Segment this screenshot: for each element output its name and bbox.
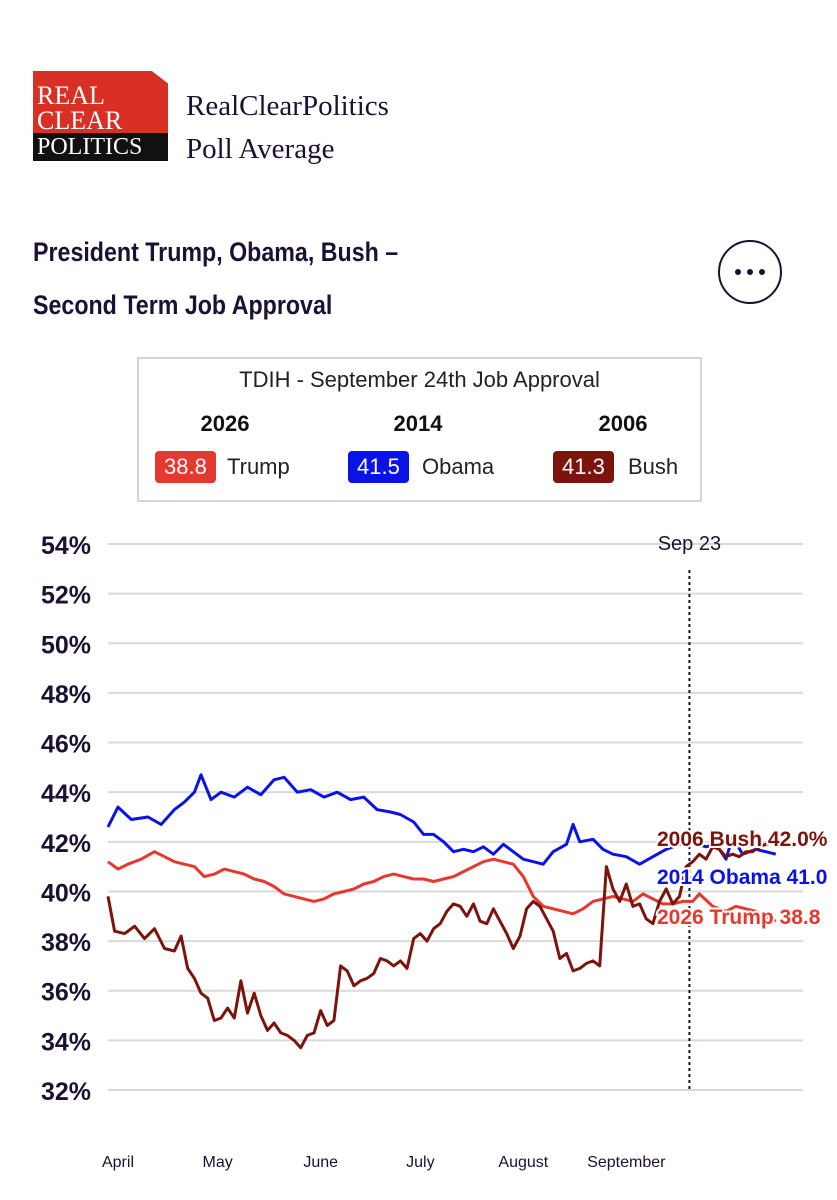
series-line-bush: [106, 840, 777, 1050]
x-tick-label: August: [498, 1154, 548, 1171]
y-tick-label: 54%: [41, 532, 91, 560]
more-dot-icon: [759, 269, 765, 275]
x-tick-label: September: [587, 1154, 666, 1171]
logo-red-block: [33, 71, 168, 133]
tdih-name: Bush: [628, 454, 679, 479]
tdih-value-badge: 41.3: [553, 451, 614, 483]
y-tick-label: 40%: [41, 879, 91, 907]
series-line-obama: [106, 773, 777, 866]
series-end-label-obama: 2014 Obama 41.0: [657, 866, 827, 889]
x-tick-label: April: [102, 1154, 134, 1171]
series-end-label-bush: 2006 Bush 42.0%: [657, 828, 828, 851]
rcp-logo: REAL CLEAR POLITICS: [33, 71, 168, 161]
tdih-name: Obama: [422, 454, 495, 479]
tdih-value-badge: 41.5: [348, 451, 409, 483]
y-tick-label: 52%: [41, 582, 91, 610]
y-tick-label: 50%: [41, 631, 91, 659]
logo-text-line-1: REAL: [37, 81, 105, 110]
y-tick-label: 32%: [41, 1078, 91, 1106]
x-tick-label: June: [303, 1154, 338, 1171]
chart-title-line-2: Second Term Job Approval: [33, 290, 333, 320]
x-tick-label: July: [406, 1154, 434, 1171]
chart-title-line-1: President Trump, Obama, Bush –: [33, 237, 399, 267]
y-tick-label: 34%: [41, 1028, 91, 1056]
more-dot-icon: [735, 269, 741, 275]
tdih-title: TDIH - September 24th Job Approval: [239, 367, 600, 392]
series-line-trump: [107, 850, 777, 923]
series-end-label-trump: 2026 Trump 38.8: [657, 906, 821, 929]
y-tick-label: 38%: [41, 929, 91, 957]
y-tick-label: 44%: [41, 780, 91, 808]
tdih-entry-bush: 2006 41.3 Bush: [553, 411, 703, 491]
more-options-button[interactable]: [718, 240, 782, 304]
y-tick-label: 36%: [41, 979, 91, 1007]
tdih-year: 2014: [393, 411, 443, 436]
tdih-entry-trump: 2026 38.8 Trump: [155, 411, 315, 491]
brand-title-line-2: Poll Average: [186, 133, 335, 165]
brand-title: RealClearPolitics Poll Average: [186, 86, 389, 169]
more-dot-icon: [747, 269, 753, 275]
chart-title: President Trump, Obama, Bush – Second Te…: [33, 226, 480, 332]
tdih-value-badge: 38.8: [155, 451, 216, 483]
brand-title-line-1: RealClearPolitics: [186, 90, 389, 122]
y-tick-label: 48%: [41, 681, 91, 709]
x-tick-label: May: [203, 1154, 233, 1171]
logo-black-block: [33, 133, 168, 161]
tdih-panel: TDIH - September 24th Job Approval 2026 …: [137, 357, 702, 502]
tdih-year: 2026: [200, 411, 250, 436]
date-marker-label: Sep 23: [658, 533, 721, 555]
y-tick-label: 42%: [41, 830, 91, 858]
y-tick-label: 46%: [41, 731, 91, 759]
tdih-year: 2006: [598, 411, 648, 436]
logo-text-line-3: POLITICS: [37, 134, 143, 160]
approval-line-chart: 54% 52% 50% 48% 46% 44% 42% 40% 38% 36% 34% 32% Apri…: [41, 532, 830, 1171]
logo-text-line-2: CLEAR: [37, 106, 123, 135]
tdih-name: Trump: [227, 454, 290, 479]
tdih-entry-obama: 2014 41.5 Obama: [348, 411, 518, 491]
